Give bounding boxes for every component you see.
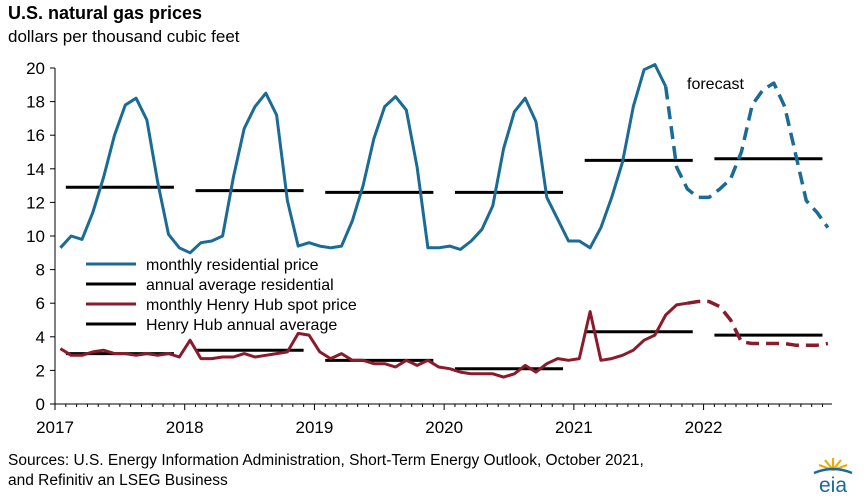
x-tick-label: 2017 <box>36 418 74 437</box>
natural-gas-price-chart: 0 2 4 6 8 10 12 14 16 18 20 2017 2018 2019 2020 2021 202… <box>26 59 832 437</box>
y-tick-label: 2 <box>36 361 45 380</box>
eia-logo-text: eia <box>819 474 847 497</box>
y-tick-label: 0 <box>36 395 45 414</box>
source-line-2: and Refinitiv an LSEG Business <box>8 472 228 489</box>
y-tick-label: 12 <box>26 193 45 212</box>
legend-label: monthly Henry Hub spot price <box>146 297 357 314</box>
forecast-annotation: forecast <box>687 76 744 93</box>
y-tick-label: 14 <box>26 160 45 179</box>
source-line-1: Sources: U.S. Energy Information Adminis… <box>8 452 644 469</box>
x-tick-label: 2021 <box>555 418 593 437</box>
x-tick-label: 2019 <box>296 418 334 437</box>
eia-logo: eia <box>813 458 853 497</box>
y-tick-label: 20 <box>26 59 45 78</box>
source-note: Sources: U.S. Energy Information Adminis… <box>8 451 644 491</box>
x-tick-label: 2018 <box>166 418 204 437</box>
y-tick-label: 6 <box>36 294 45 313</box>
monthly-residential-price-line <box>59 63 668 255</box>
y-tick-label: 8 <box>36 261 45 280</box>
eia-logo-arc-icon <box>813 467 853 475</box>
y-tick-label: 4 <box>36 328 45 347</box>
chart-title: U.S. natural gas prices <box>8 3 203 23</box>
x-tick-label: 2022 <box>685 418 723 437</box>
x-tick-label: 2020 <box>425 418 463 437</box>
y-tick-label: 10 <box>26 227 45 246</box>
y-tick-label: 16 <box>26 126 45 145</box>
legend-label: Henry Hub annual average <box>146 317 337 334</box>
y-tick-label: 18 <box>26 93 45 112</box>
monthly-henry-hub-spot-price-forecast-line <box>687 299 829 347</box>
legend-label: annual average residential <box>146 277 334 294</box>
legend-label: monthly residential price <box>146 257 319 274</box>
chart-subtitle: dollars per thousand cubic feet <box>8 27 240 46</box>
monthly-henry-hub-spot-price-line <box>59 301 688 379</box>
monthly-residential-price-forecast-line <box>663 81 830 229</box>
